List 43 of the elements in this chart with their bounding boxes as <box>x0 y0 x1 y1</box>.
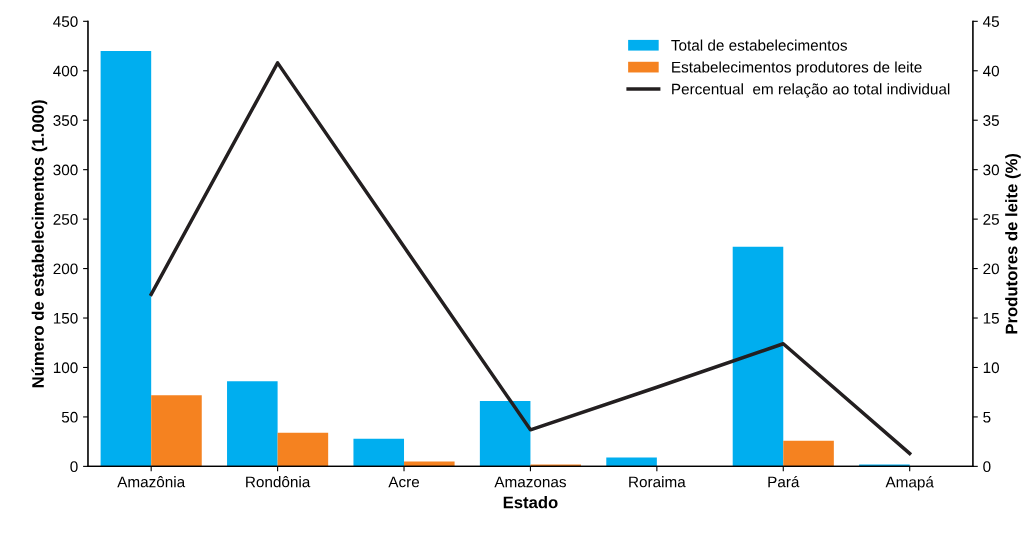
legend-label: Percentual em relação ao total individual <box>672 83 950 98</box>
y2-tick-label: 35 <box>983 115 999 126</box>
y2-tick-label: 25 <box>983 213 999 225</box>
x-tick-label: Roraima <box>629 476 686 488</box>
y2-tick-label: 30 <box>983 164 1000 176</box>
x-tick-label: Amazonas <box>494 476 566 488</box>
y-tick-label: 100 <box>53 362 78 374</box>
bar <box>606 457 657 467</box>
x-tick-label: Rondônia <box>246 476 311 488</box>
y-tick-label: 150 <box>53 312 78 324</box>
legend-label: Total de estabelecimentos <box>671 39 847 51</box>
y-tick-label: 450 <box>53 16 78 28</box>
y-tick-label: 250 <box>53 213 78 225</box>
x-tick-label: Pará <box>768 475 800 488</box>
y2-tick-label: 0 <box>983 461 991 473</box>
bar <box>732 246 784 467</box>
y-tick-label: 50 <box>61 411 78 423</box>
legend-label: Estabelecimentos produtores de leite <box>672 61 922 76</box>
y-tick-label: 400 <box>53 65 78 77</box>
y2-axis-title: Produtores de leite (%) <box>1005 153 1021 334</box>
bar <box>404 461 455 467</box>
y2-tick-label: 20 <box>983 263 1000 275</box>
bar <box>100 50 152 467</box>
x-axis-title: Estado <box>503 496 558 509</box>
x-tick-label: Acre <box>388 476 420 488</box>
bar <box>479 401 531 467</box>
y-tick-label: 200 <box>53 263 78 275</box>
y2-tick-label: 5 <box>983 411 991 423</box>
bar <box>277 432 329 467</box>
bar <box>151 395 202 467</box>
x-tick-label: Amazônia <box>117 476 186 488</box>
bar <box>353 438 405 467</box>
y2-tick-label: 45 <box>982 16 999 28</box>
bar <box>783 440 834 467</box>
y2-tick-label: 40 <box>982 65 1000 77</box>
x-tick-label: Amapá <box>885 476 934 491</box>
y-tick-label: 300 <box>53 164 78 176</box>
y-tick-label: 0 <box>70 461 78 473</box>
bar <box>227 381 278 467</box>
y2-tick-label: 10 <box>983 362 1000 374</box>
y-axis-title: Número de estabelecimentos (1.000) <box>31 100 48 388</box>
y-tick-label: 350 <box>53 115 78 126</box>
y2-tick-label: 15 <box>983 313 999 324</box>
